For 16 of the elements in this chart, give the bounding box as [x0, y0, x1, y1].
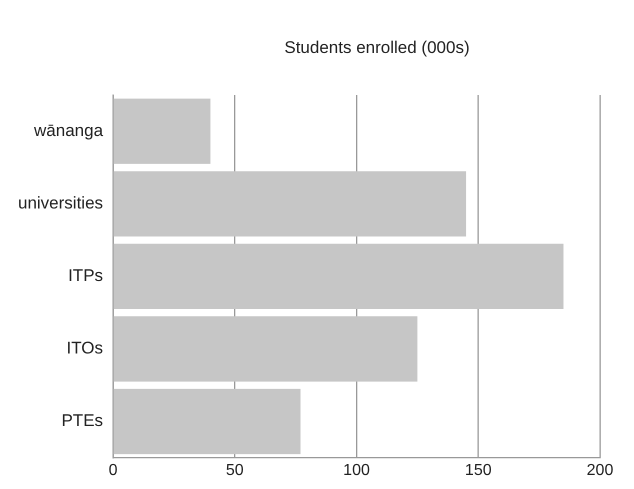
- y-tick-label: PTEs: [61, 411, 104, 430]
- bar: [114, 316, 418, 382]
- bar: [114, 388, 301, 454]
- x-tick-label: 50: [226, 462, 244, 479]
- x-tick-label: 200: [586, 462, 614, 479]
- x-tick-label: 0: [108, 462, 118, 479]
- bar: [114, 98, 210, 164]
- x-tick-label: 100: [343, 462, 370, 479]
- bar: [114, 171, 466, 236]
- y-tick-label: wānanga: [33, 120, 104, 140]
- bar: [114, 244, 564, 310]
- y-tick-label: ITOs: [66, 338, 104, 358]
- chart-title: Students enrolled (000s): [283, 38, 471, 58]
- y-tick-label: ITPs: [68, 266, 104, 286]
- x-tick-label: 150: [464, 462, 492, 479]
- y-tick-label: universities: [18, 194, 104, 213]
